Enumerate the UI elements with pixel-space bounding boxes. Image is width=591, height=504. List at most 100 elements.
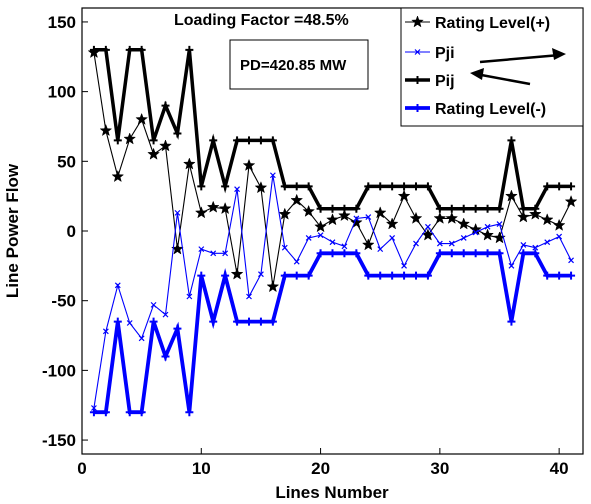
data-point (412, 271, 420, 280)
data-point (111, 169, 125, 183)
x-tick-label: 10 (192, 459, 211, 478)
data-point (123, 132, 137, 145)
y-axis-label: Line Power Flow (3, 163, 22, 298)
legend-label: Pji (435, 45, 455, 62)
data-point (91, 405, 97, 411)
data-point (531, 204, 540, 213)
legend-entry: Pij (405, 73, 455, 90)
data-point (341, 243, 348, 250)
data-point (290, 193, 304, 206)
data-point (373, 206, 387, 219)
data-point (197, 271, 206, 280)
data-point (256, 317, 265, 326)
data-point (352, 204, 361, 213)
data-point (150, 301, 157, 308)
data-point (149, 136, 158, 145)
y-tick-label: 0 (67, 222, 76, 241)
data-point (233, 317, 242, 326)
data-point (209, 317, 218, 326)
data-point (182, 157, 196, 170)
data-point (266, 280, 280, 293)
data-point (149, 317, 158, 326)
data-point (447, 204, 456, 213)
data-point (198, 246, 205, 253)
series-2 (91, 172, 574, 411)
data-point (233, 136, 242, 145)
data-point (185, 408, 194, 417)
data-point (278, 207, 292, 220)
data-point (292, 182, 301, 191)
series-layer (87, 45, 578, 417)
data-point (159, 139, 172, 152)
data-point (528, 207, 542, 220)
data-point (137, 45, 146, 54)
data-point (125, 408, 134, 417)
data-point (147, 147, 160, 160)
data-point (508, 262, 515, 269)
data-point (221, 271, 230, 280)
data-point (388, 182, 397, 191)
data-point (445, 211, 459, 224)
x-tick-label: 20 (311, 459, 330, 478)
data-point (317, 232, 324, 239)
left-arrow-icon (470, 68, 531, 86)
data-point (338, 208, 351, 222)
data-point (400, 271, 409, 280)
data-point (161, 101, 170, 110)
data-point (519, 204, 528, 213)
pd-annotation: PD=420.85 MW (240, 57, 347, 74)
legend-marker (413, 76, 422, 84)
data-point (544, 239, 551, 246)
data-point (543, 182, 552, 191)
data-point (412, 182, 420, 191)
data-point (185, 45, 194, 54)
data-point (433, 211, 447, 224)
data-point (340, 204, 349, 213)
data-point (281, 244, 288, 251)
data-point (99, 123, 113, 137)
y-tick-label: 100 (48, 83, 76, 102)
data-point (314, 220, 327, 233)
data-point (161, 352, 170, 361)
data-point (495, 204, 504, 213)
data-point (567, 182, 576, 191)
data-point (436, 240, 443, 247)
data-point (206, 200, 220, 213)
legend-entry: Rating Level(-) (405, 101, 546, 118)
data-point (316, 204, 325, 213)
data-point (246, 293, 252, 300)
data-point (507, 317, 516, 326)
data-point (245, 136, 253, 145)
data-point (472, 229, 479, 236)
data-point (567, 271, 576, 280)
pd-annotation-box (229, 39, 369, 90)
series-3 (89, 45, 576, 213)
data-point (389, 235, 396, 241)
legend-marker (413, 104, 422, 112)
data-point (304, 271, 313, 280)
data-point (293, 258, 300, 265)
data-point (138, 335, 145, 342)
legend-entry: Rating Level(+) (405, 15, 550, 32)
data-point (401, 262, 407, 269)
data-point (305, 235, 312, 241)
data-point (316, 249, 325, 258)
loading-factor-annotation: Loading Factor =48.5% (174, 12, 349, 29)
data-point (210, 250, 217, 257)
data-point (292, 271, 301, 280)
data-point (194, 206, 208, 219)
data-point (340, 249, 349, 258)
data-point (349, 215, 363, 229)
data-point (137, 408, 146, 417)
data-point (457, 217, 471, 230)
data-point (102, 328, 109, 335)
data-point (304, 182, 313, 191)
data-point (114, 282, 121, 289)
data-point (377, 246, 384, 253)
data-point (435, 204, 444, 213)
legend-box (400, 7, 584, 127)
y-tick-label: 150 (48, 13, 76, 32)
data-point (520, 242, 527, 248)
y-tick-label: -150 (42, 431, 76, 450)
